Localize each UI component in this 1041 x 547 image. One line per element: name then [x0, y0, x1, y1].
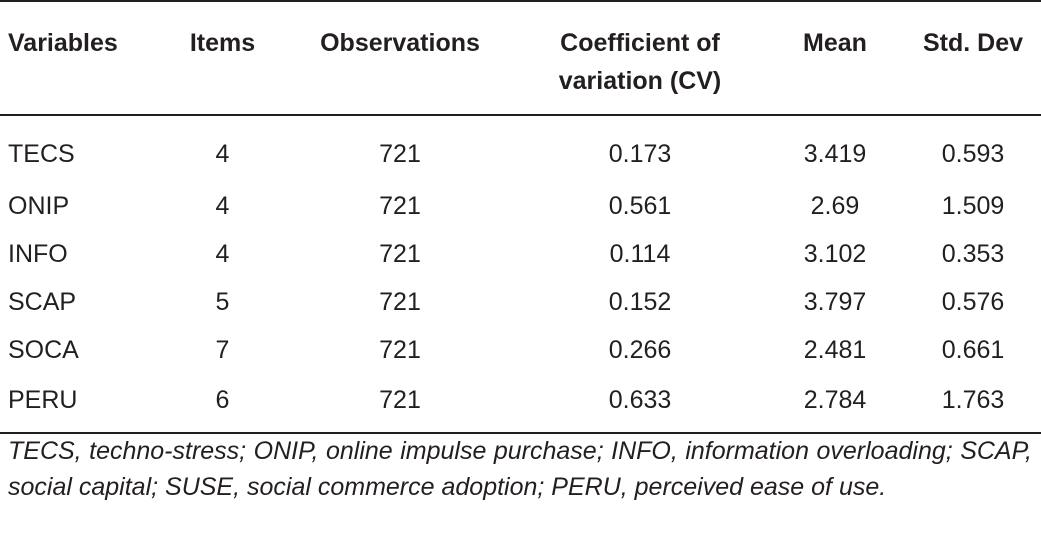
cell-observations: 721: [379, 240, 421, 269]
cell-mean: 2.69: [810, 192, 860, 221]
descriptive-statistics-table-container: Variables Items Observations Coefficient…: [0, 0, 1041, 435]
header-variables: Variables: [0, 0, 160, 116]
table-row: SOCA 7 721 0.266 2.481 0.661: [0, 326, 1041, 374]
cell-items: 4: [215, 240, 230, 269]
table-row: ONIP 4 721 0.561 2.69 1.509: [0, 183, 1041, 231]
table-row: SCAP 5 721 0.152 3.797 0.576: [0, 279, 1041, 327]
header-items: Items: [160, 0, 285, 116]
descriptive-statistics-table: Variables Items Observations Coefficient…: [0, 0, 1041, 435]
cell-mean: 3.102: [803, 240, 867, 269]
cell-std-dev: 1.763: [905, 374, 1041, 435]
table-row: PERU 6 721 0.633 2.784 1.763: [0, 374, 1041, 435]
cell-items: 7: [215, 335, 230, 364]
cell-std-dev: 0.576: [941, 287, 1005, 316]
cell-mean: 3.419: [803, 140, 867, 168]
header-observations: Observations: [285, 0, 515, 116]
table-row: INFO 4 721 0.114 3.102 0.353: [0, 231, 1041, 279]
cell-variable: TECS: [8, 140, 75, 168]
cell-variable: ONIP: [8, 192, 70, 221]
cell-items: 4: [215, 192, 230, 221]
table-header: Variables Items Observations Coefficient…: [0, 0, 1041, 116]
header-cv-line-2: variation (CV): [558, 67, 722, 95]
header-coefficient-of-variation: Coefficient of variation (CV): [515, 0, 765, 116]
cell-items: 5: [215, 287, 230, 316]
table-footnote: TECS, techno-stress; ONIP, online impuls…: [8, 437, 1032, 501]
cell-cv: 0.114: [609, 240, 671, 269]
table-body: TECS 4 721 0.173 3.419 0.593 ONIP 4 721 …: [0, 115, 1041, 435]
cell-items: 4: [215, 140, 230, 168]
cell-observations: 721: [379, 192, 421, 221]
cell-variable: SOCA: [8, 335, 79, 364]
cell-std-dev: 1.509: [941, 192, 1005, 221]
cell-cv: 0.152: [608, 287, 672, 316]
cell-cv: 0.173: [608, 140, 672, 168]
header-cv-line-1: Coefficient of: [560, 29, 720, 57]
cell-std-dev: 0.593: [941, 140, 1005, 168]
cell-mean: 3.797: [803, 287, 867, 316]
cell-mean: 2.784: [765, 374, 905, 435]
cell-cv: 0.266: [608, 335, 672, 364]
cell-std-dev: 0.661: [941, 335, 1005, 364]
cell-variable: SCAP: [8, 287, 77, 316]
cell-observations: 721: [285, 374, 515, 435]
cell-cv: 0.561: [608, 192, 672, 221]
cell-variable: INFO: [8, 240, 68, 269]
header-mean: Mean: [765, 0, 905, 116]
header-row: Variables Items Observations Coefficient…: [0, 0, 1041, 116]
cell-std-dev: 0.353: [941, 240, 1005, 269]
cell-variable: PERU: [0, 374, 160, 435]
cell-cv: 0.633: [515, 374, 765, 435]
table-row: TECS 4 721 0.173 3.419 0.593: [0, 115, 1041, 183]
cell-observations: 721: [379, 287, 421, 316]
cell-items: 6: [160, 374, 285, 435]
cell-observations: 721: [379, 335, 421, 364]
cell-observations: 721: [379, 140, 421, 168]
cell-mean: 2.481: [803, 335, 867, 364]
header-std-dev: Std. Dev: [905, 0, 1041, 116]
